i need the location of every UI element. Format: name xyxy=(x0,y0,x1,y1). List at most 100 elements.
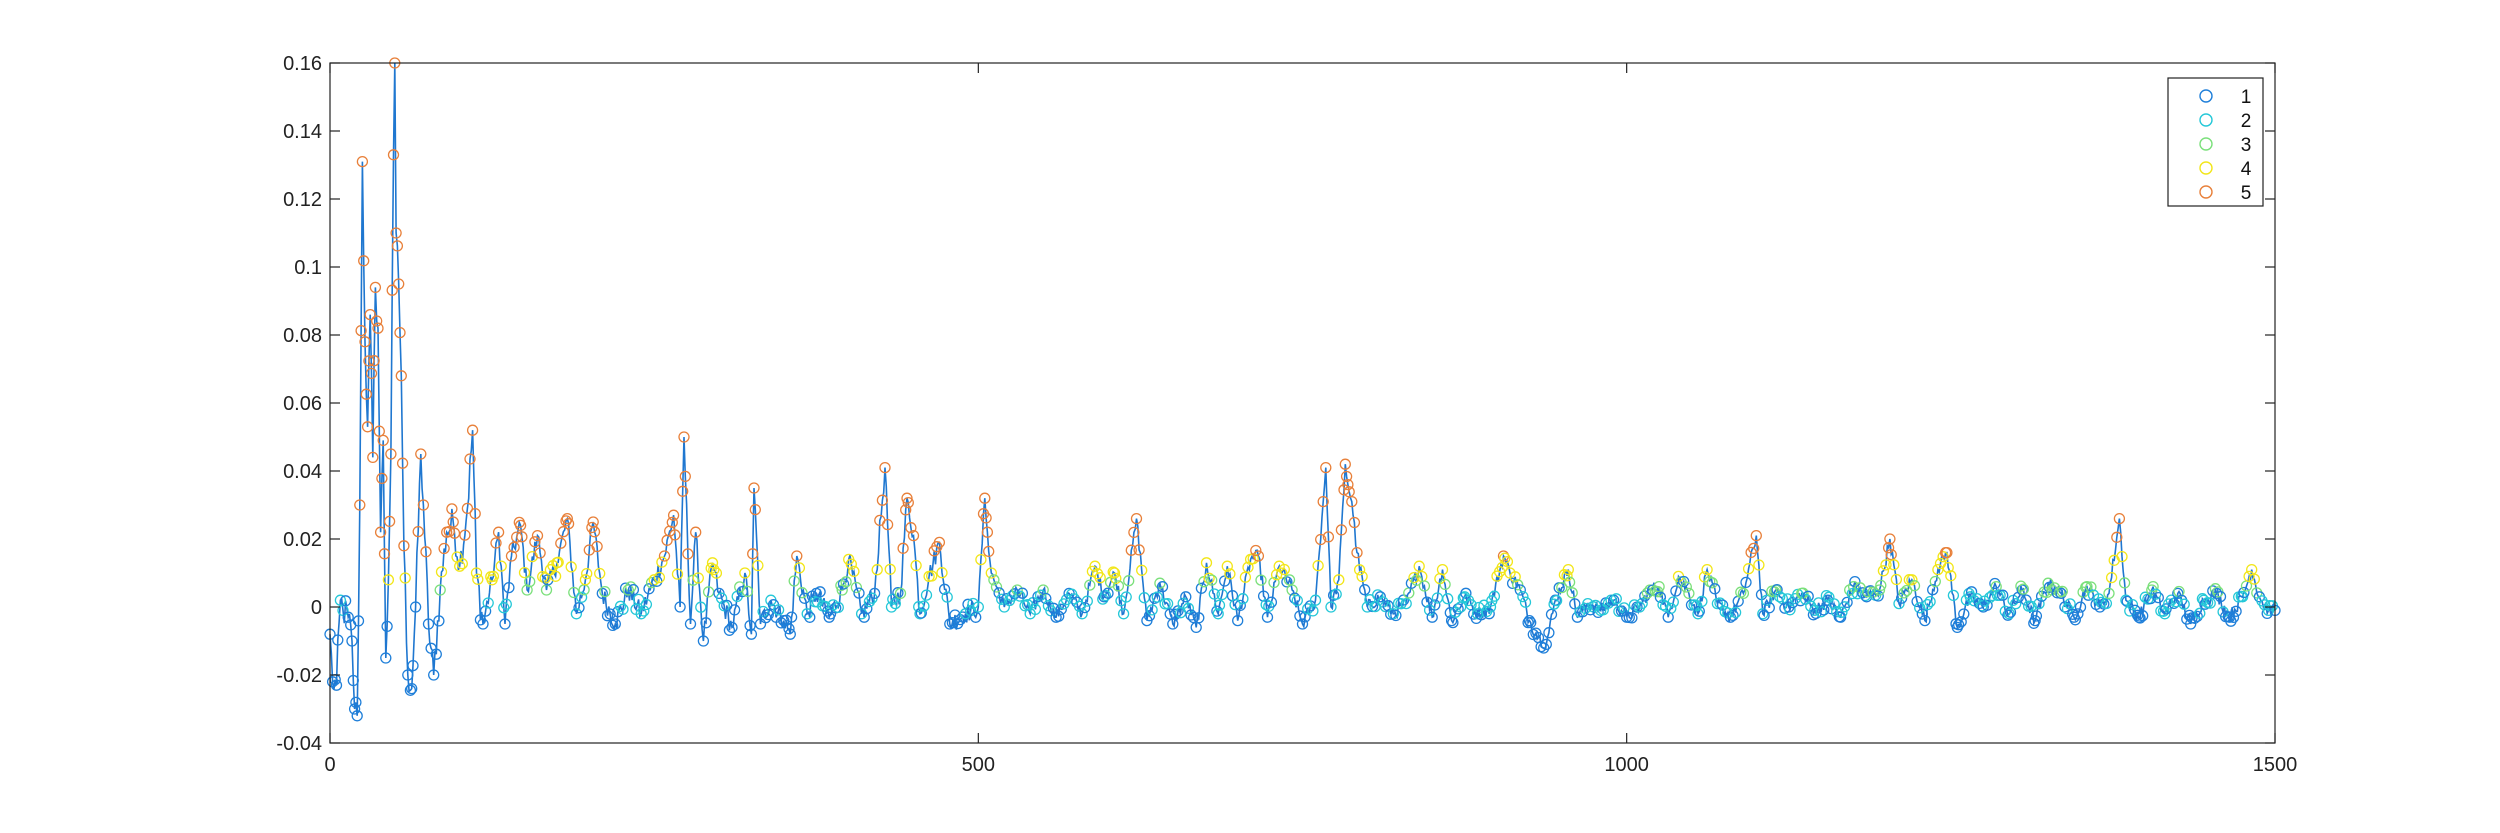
data-point xyxy=(1302,603,1314,615)
data-point xyxy=(1237,593,1249,605)
data-point xyxy=(1260,598,1272,611)
data-point xyxy=(1763,602,1775,614)
data-point xyxy=(1820,589,1833,602)
data-point xyxy=(435,566,448,578)
x-tick-label: 1500 xyxy=(2253,754,2298,776)
data-point xyxy=(1400,597,1412,610)
data-point xyxy=(382,574,395,586)
data-point xyxy=(1955,616,1967,628)
data-point xyxy=(837,578,850,590)
data-point xyxy=(433,615,445,627)
data-point xyxy=(466,424,479,436)
data-point xyxy=(369,281,382,294)
data-point xyxy=(1545,608,1558,621)
data-point xyxy=(2004,606,2017,618)
data-point xyxy=(1112,580,1125,592)
data-point xyxy=(946,617,959,629)
data-point xyxy=(2204,597,2216,609)
data-point xyxy=(1497,550,1510,562)
data-point xyxy=(1084,579,1096,591)
data-point xyxy=(446,503,458,515)
data-point xyxy=(448,527,461,539)
data-point xyxy=(1224,568,1236,580)
data-point xyxy=(920,589,933,601)
data-point xyxy=(1390,609,1402,622)
data-point xyxy=(367,451,379,464)
data-point xyxy=(409,601,422,613)
data-point xyxy=(1670,585,1682,597)
data-point xyxy=(617,603,629,615)
data-point xyxy=(788,575,800,587)
data-point xyxy=(745,628,758,640)
data-point xyxy=(1247,553,1259,565)
data-point xyxy=(708,563,720,576)
data-point xyxy=(804,611,816,623)
data-point xyxy=(374,526,387,538)
data-point xyxy=(1212,608,1224,620)
data-point xyxy=(1509,571,1521,583)
data-point xyxy=(2139,591,2151,603)
legend-marker xyxy=(2199,137,2213,151)
data-point xyxy=(575,591,588,603)
data-point xyxy=(399,572,411,584)
data-point xyxy=(2105,571,2118,584)
data-point xyxy=(2003,608,2015,620)
data-point xyxy=(957,611,969,623)
data-point xyxy=(1452,603,1464,615)
legend-marker xyxy=(2199,161,2213,175)
data-point xyxy=(2002,609,2014,621)
data-point xyxy=(358,255,370,267)
data-point xyxy=(557,526,570,538)
data-point xyxy=(2209,583,2222,595)
data-point xyxy=(1099,589,1112,602)
data-point xyxy=(381,620,393,633)
y-tick-label: 0.1 xyxy=(294,257,322,279)
data-point xyxy=(360,388,372,400)
data-point xyxy=(640,598,653,611)
data-point xyxy=(1958,608,1970,620)
data-point xyxy=(1261,611,1274,623)
data-point xyxy=(1748,542,1760,555)
data-point xyxy=(573,602,585,614)
data-point xyxy=(1242,561,1254,573)
data-point xyxy=(612,606,624,618)
data-point xyxy=(2126,598,2139,611)
data-point xyxy=(1701,563,1713,576)
data-point xyxy=(1540,638,1552,651)
data-point xyxy=(377,434,389,447)
data-point xyxy=(1665,602,1677,615)
data-point xyxy=(796,587,808,599)
legend-marker xyxy=(2199,185,2213,199)
x-tick-label: 0 xyxy=(324,754,335,776)
data-point xyxy=(1156,581,1169,593)
data-point xyxy=(470,567,483,579)
data-point xyxy=(2016,584,2028,596)
data-point xyxy=(498,602,510,614)
y-tick-label: -0.04 xyxy=(276,733,322,755)
data-point xyxy=(915,607,927,619)
data-point xyxy=(2064,598,2076,610)
data-point xyxy=(1911,595,1923,608)
data-point xyxy=(1429,599,1441,611)
data-point xyxy=(1307,605,1319,617)
data-point xyxy=(632,593,645,606)
data-point xyxy=(1330,588,1342,600)
data-point xyxy=(1185,609,1197,621)
legend-label: 1 xyxy=(2241,87,2252,108)
data-point xyxy=(383,515,396,528)
data-point xyxy=(910,559,922,572)
data-point xyxy=(490,537,502,549)
data-point xyxy=(499,618,511,630)
data-point xyxy=(905,522,917,534)
data-point xyxy=(1636,597,1648,610)
data-point xyxy=(741,585,754,598)
legend-label: 2 xyxy=(2241,111,2252,132)
data-point xyxy=(518,566,531,579)
data-point xyxy=(850,581,863,594)
series-line xyxy=(329,62,2276,716)
y-tick-label: -0.02 xyxy=(276,665,322,687)
data-point xyxy=(678,431,690,443)
data-point xyxy=(1351,546,1363,559)
data-point xyxy=(736,585,748,598)
data-point xyxy=(1234,599,1246,612)
